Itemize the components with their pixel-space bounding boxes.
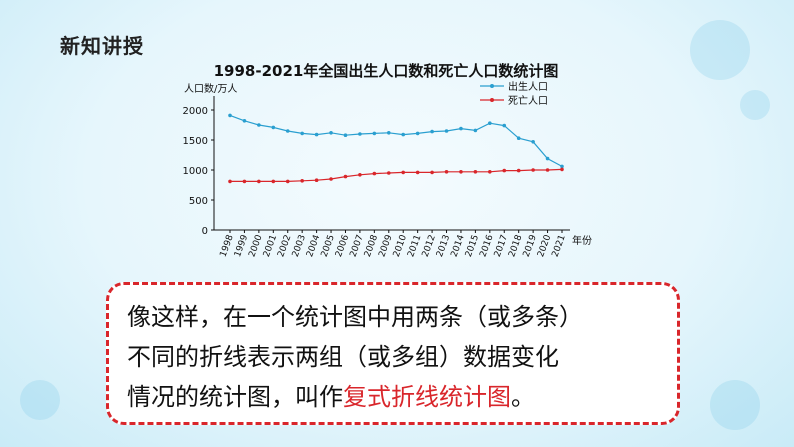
data-point xyxy=(358,132,362,136)
data-point xyxy=(473,170,478,174)
y-tick-label: 2000 xyxy=(183,106,208,117)
x-axis-label: 年份 xyxy=(572,234,592,247)
decorative-bubble xyxy=(710,380,760,430)
data-point xyxy=(358,173,362,177)
data-point xyxy=(531,168,535,172)
data-point xyxy=(228,113,232,118)
data-point xyxy=(459,126,463,131)
data-point xyxy=(488,121,492,125)
data-point xyxy=(372,171,377,176)
callout-line-2: 不同的折线表示两组（或多组）数据变化 xyxy=(127,343,559,371)
data-point xyxy=(502,168,507,173)
data-point xyxy=(401,170,406,175)
data-point xyxy=(473,128,478,133)
definition-callout: 像这样，在一个统计图中用两条（或多条） 不同的折线表示两组（或多组）数据变化 情… xyxy=(106,282,680,425)
legend-entry: 死亡人口 xyxy=(508,94,548,107)
y-tick-label: 500 xyxy=(189,196,208,207)
data-point xyxy=(516,168,521,173)
data-point xyxy=(228,179,232,184)
line-chart: 1998-2021年全国出生人口数和死亡人口数统计图 人口数/万人 0 500 10… xyxy=(183,62,592,259)
section-title: 新知讲授 xyxy=(60,34,144,58)
decorative-bubble xyxy=(690,20,750,80)
data-point xyxy=(415,170,420,175)
data-point xyxy=(545,168,550,172)
data-point xyxy=(300,179,304,183)
data-point xyxy=(415,131,420,136)
data-point xyxy=(329,177,333,181)
data-point xyxy=(257,123,261,127)
data-point xyxy=(560,164,564,169)
data-point xyxy=(545,156,550,161)
chart-title: 1998-2021年全国出生人口数和死亡人口数统计图 xyxy=(214,62,559,80)
decorative-bubble xyxy=(740,90,770,120)
data-point xyxy=(343,133,348,137)
data-point xyxy=(242,119,247,123)
data-point xyxy=(386,171,391,175)
callout-line-3-suffix: 。 xyxy=(511,383,535,411)
legend-marker xyxy=(490,84,494,88)
data-point xyxy=(516,136,521,140)
data-point xyxy=(285,179,290,184)
data-point xyxy=(314,178,319,182)
data-point xyxy=(430,129,434,134)
y-axis-label: 人口数/万人 xyxy=(184,82,237,95)
data-point xyxy=(271,179,276,184)
data-point xyxy=(285,129,290,133)
data-point xyxy=(257,179,261,184)
data-point xyxy=(386,131,391,135)
series-line-birth xyxy=(229,114,563,167)
data-point xyxy=(343,174,348,179)
data-point xyxy=(271,125,276,130)
data-point xyxy=(372,131,377,136)
data-point xyxy=(502,123,507,128)
data-point xyxy=(531,140,535,144)
callout-line-1: 像这样，在一个统计图中用两条（或多条） xyxy=(127,303,583,331)
y-tick-label: 1500 xyxy=(183,136,208,147)
data-point xyxy=(488,170,492,174)
legend-entry: 出生人口 xyxy=(508,80,548,93)
y-tick-label: 0 xyxy=(202,226,208,237)
data-point xyxy=(430,170,434,175)
decorative-bubble xyxy=(20,380,60,420)
series-line-death xyxy=(230,168,563,182)
data-point xyxy=(444,170,449,174)
legend-marker xyxy=(490,98,494,102)
y-tick-label: 1000 xyxy=(183,166,208,177)
callout-line-3-prefix: 情况的统计图，叫作 xyxy=(127,383,343,411)
data-point xyxy=(444,129,449,133)
data-point xyxy=(314,132,319,137)
callout-highlight-term: 复式折线统计图 xyxy=(343,383,511,411)
data-point xyxy=(401,132,406,137)
data-point xyxy=(459,170,463,174)
callout-line-3: 情况的统计图，叫作复式折线统计图。 xyxy=(127,377,661,417)
data-point xyxy=(242,179,247,184)
data-point xyxy=(560,167,564,172)
data-point xyxy=(300,131,304,136)
data-point xyxy=(329,131,333,135)
